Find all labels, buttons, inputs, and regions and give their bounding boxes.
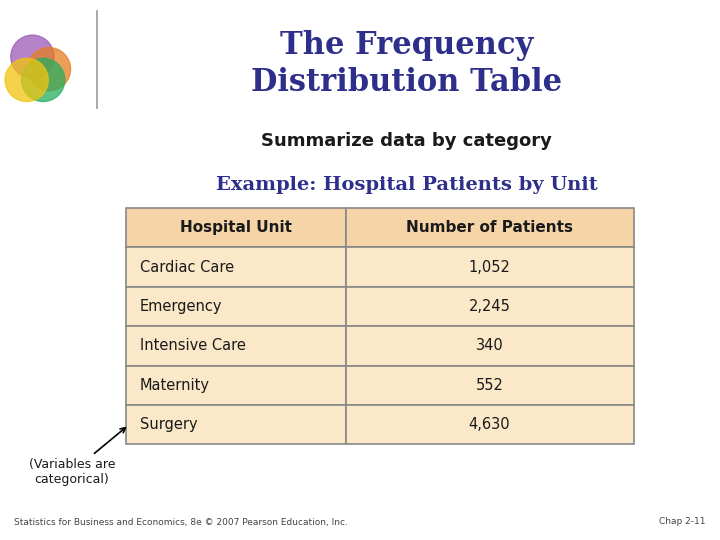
Text: 1,052: 1,052	[469, 260, 510, 274]
Text: Example: Hospital Patients by Unit: Example: Hospital Patients by Unit	[216, 176, 598, 193]
Text: 552: 552	[476, 378, 503, 393]
Circle shape	[22, 58, 65, 102]
Bar	[346, 247, 634, 287]
Text: Surgery: Surgery	[140, 417, 197, 432]
Bar	[126, 326, 346, 366]
Text: Statistics for Business and Economics, 8e © 2007 Pearson Education, Inc.: Statistics for Business and Economics, 8…	[14, 517, 348, 526]
Text: Maternity: Maternity	[140, 378, 210, 393]
Text: Emergency: Emergency	[140, 299, 222, 314]
Bar	[126, 366, 346, 405]
Text: 340: 340	[476, 339, 503, 353]
Text: Chap 2-11: Chap 2-11	[659, 517, 706, 526]
Text: Cardiac Care: Cardiac Care	[140, 260, 234, 274]
Bar	[346, 405, 634, 444]
Bar	[346, 287, 634, 326]
Text: (Variables are
categorical): (Variables are categorical)	[29, 428, 125, 486]
Circle shape	[27, 48, 71, 91]
Bar	[346, 366, 634, 405]
Text: Summarize data by category: Summarize data by category	[261, 132, 552, 150]
Text: Intensive Care: Intensive Care	[140, 339, 246, 353]
Bar	[346, 208, 634, 247]
Bar	[346, 326, 634, 366]
Text: 4,630: 4,630	[469, 417, 510, 432]
Text: The Frequency
Distribution Table: The Frequency Distribution Table	[251, 30, 562, 98]
Bar	[126, 405, 346, 444]
Bar	[126, 287, 346, 326]
Bar	[126, 247, 346, 287]
Circle shape	[5, 58, 48, 102]
Text: 2,245: 2,245	[469, 299, 510, 314]
Text: Hospital Unit: Hospital Unit	[180, 220, 292, 235]
Bar	[126, 208, 346, 247]
Circle shape	[11, 35, 54, 78]
Text: Number of Patients: Number of Patients	[406, 220, 573, 235]
